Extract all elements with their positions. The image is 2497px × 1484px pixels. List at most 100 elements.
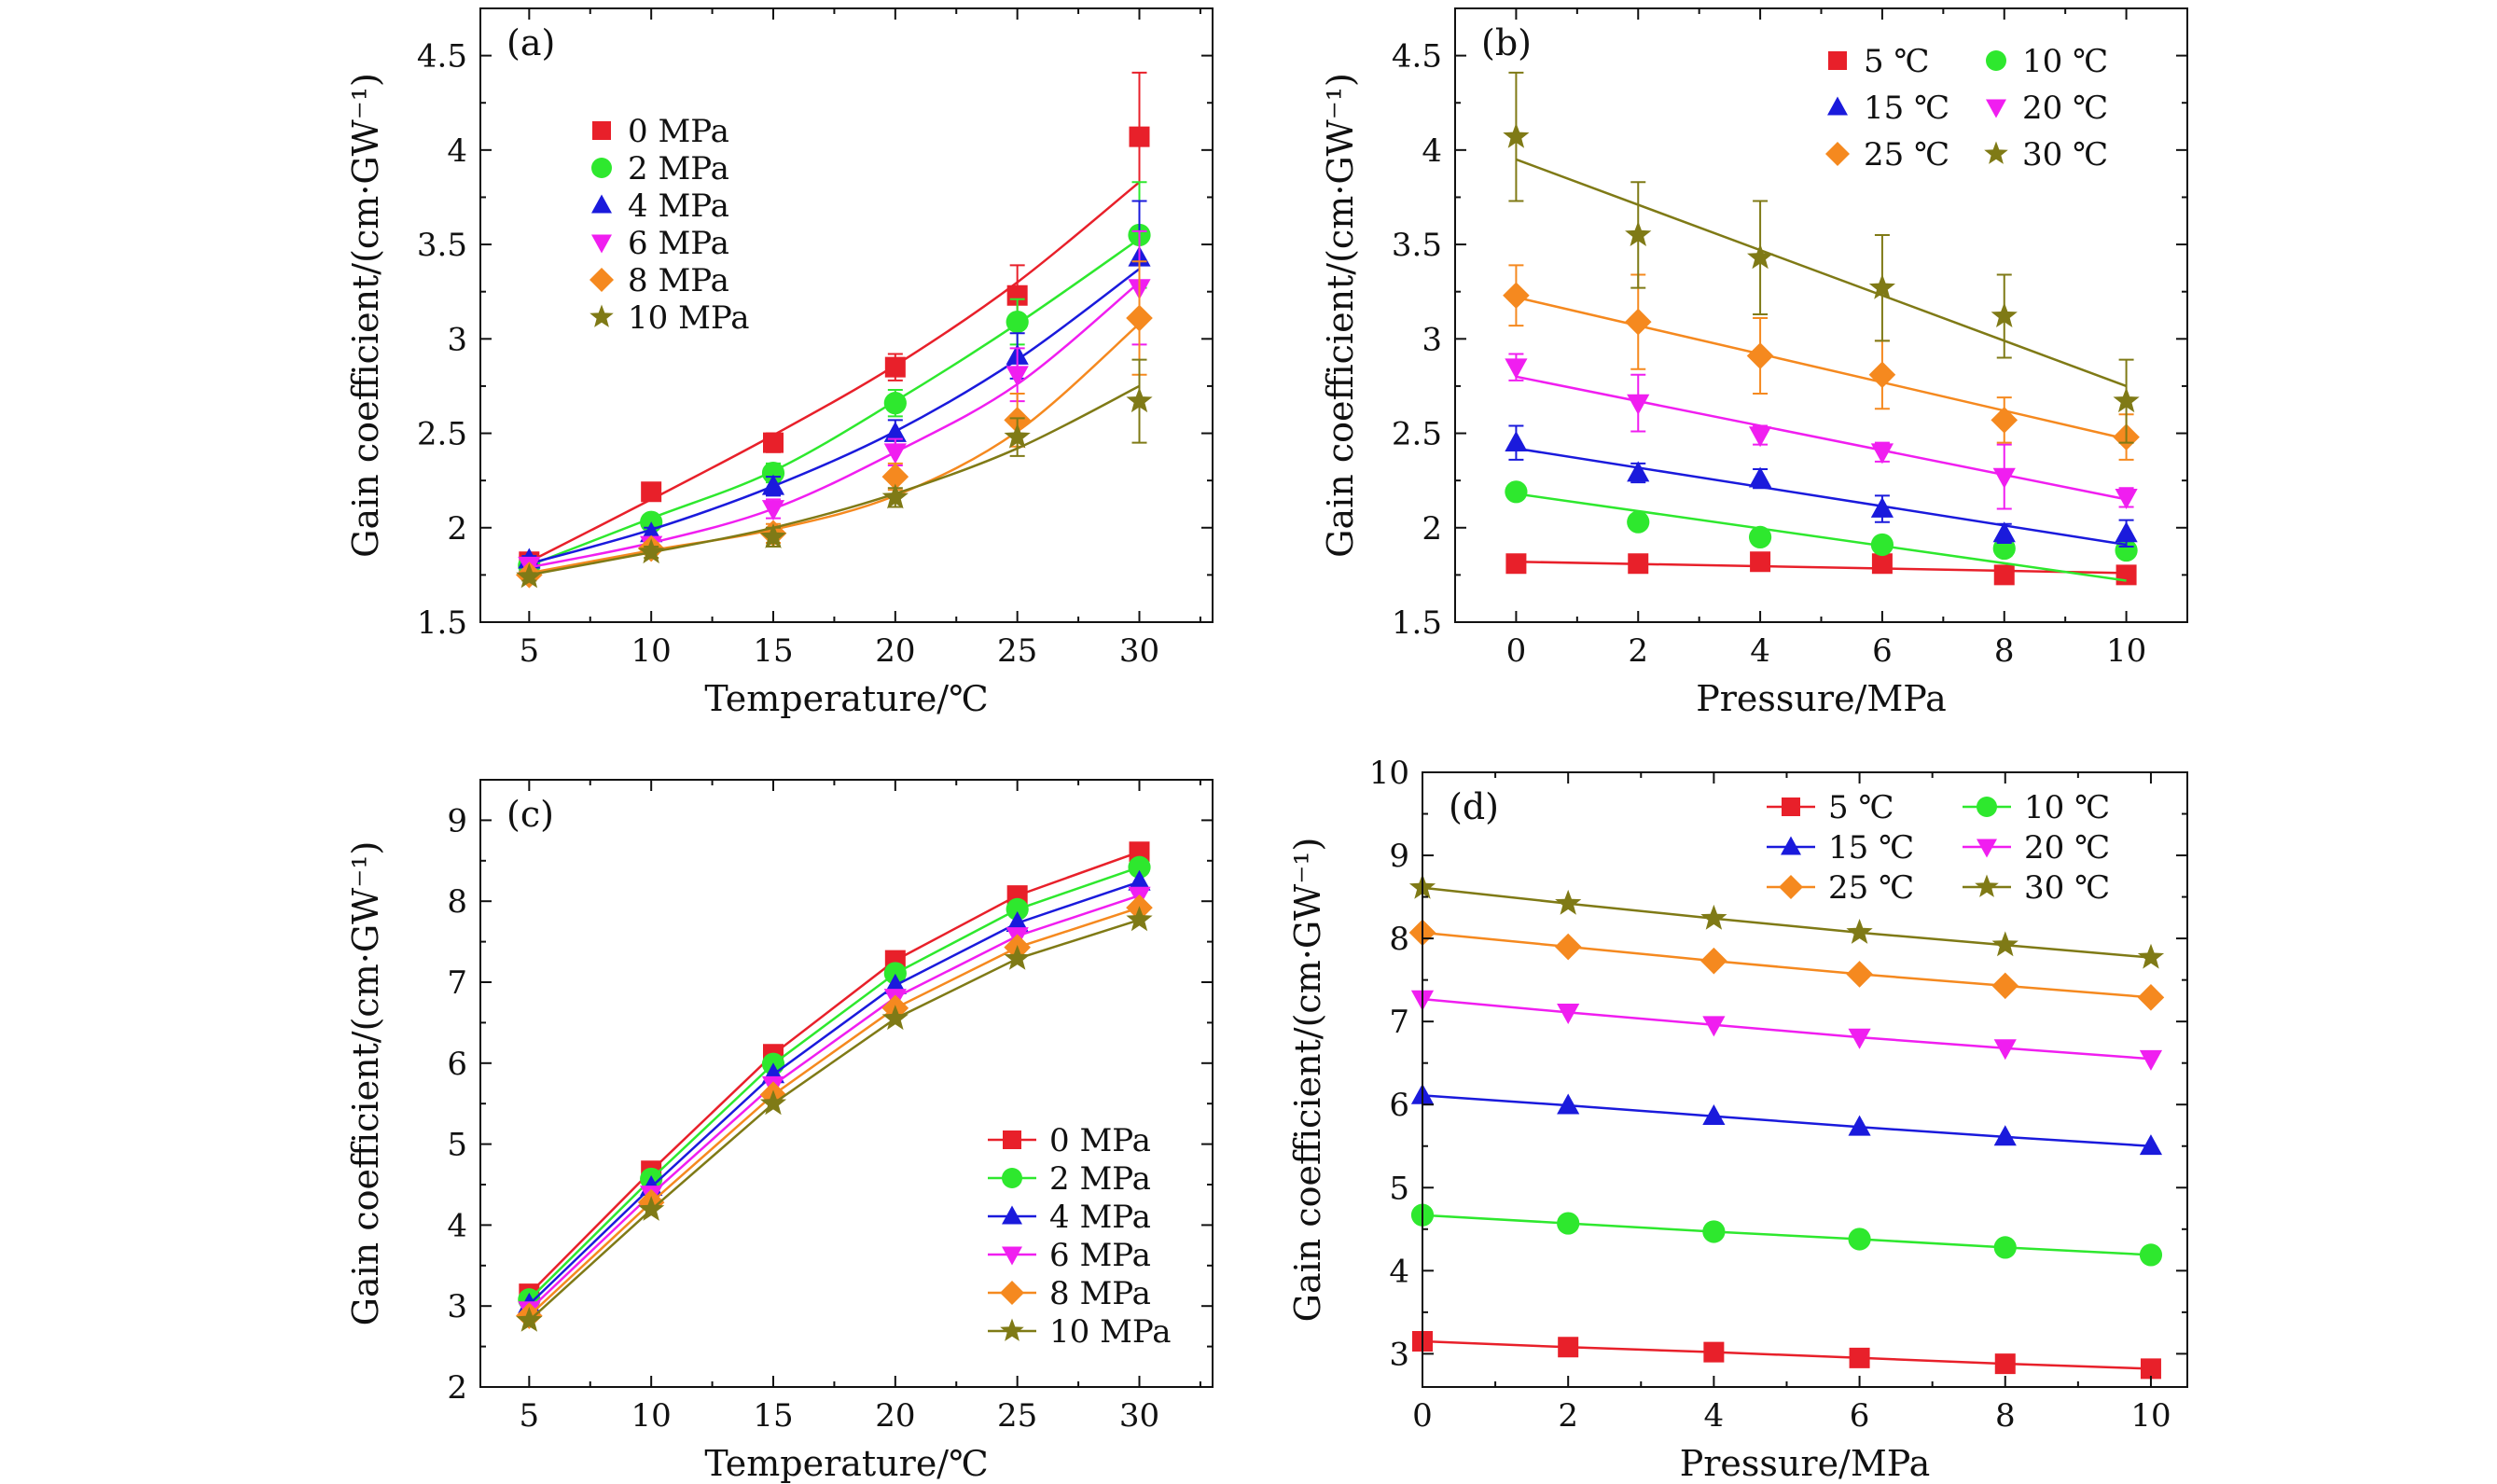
legend-label: 2 MPa (628, 150, 729, 187)
series-1 (1410, 1203, 2163, 1267)
y-axis-title: Gain coefficient/(cm·GW⁻¹) (1320, 73, 1361, 558)
data-point (1129, 126, 1150, 147)
data-point (1006, 284, 1028, 306)
data-point (516, 562, 543, 589)
legend-marker (1000, 1281, 1024, 1305)
legend-marker (592, 121, 611, 140)
data-point (883, 392, 907, 415)
legend-entry-3: 20 ℃ (1986, 90, 2108, 127)
data-point (881, 463, 909, 491)
data-point (1849, 1347, 1870, 1368)
legend-label: 30 ℃ (2022, 136, 2108, 173)
data-point (2140, 1358, 2161, 1380)
legend-entry-2: 15 ℃ (1767, 829, 1914, 867)
legend-label: 5 ℃ (1828, 789, 1894, 826)
data-point (2113, 387, 2140, 413)
x-tick-label: 10 (631, 632, 672, 670)
y-tick-label: 3 (1422, 321, 1442, 358)
panel-b: 0 2 4 6 8 10 1.5 2 2.5 3 3.5 4 4.5 Pressure/MPa Gain c… (1320, 7, 2188, 719)
series-line (528, 894, 1140, 1311)
y-tick-label: 9 (447, 802, 467, 839)
data-point (1993, 564, 2015, 586)
panel-label: (a) (506, 22, 555, 63)
data-point (1004, 423, 1031, 449)
x-tick-label: 25 (997, 632, 1037, 670)
data-point (1991, 302, 2018, 327)
legend-label: 8 MPa (628, 262, 729, 299)
y-tick-label: 3 (1389, 1336, 1409, 1373)
data-point (1128, 855, 1151, 879)
data-point (1126, 387, 1153, 413)
y-tick-label: 5 (447, 1127, 467, 1164)
data-point (1991, 407, 2018, 434)
series-2 (1505, 424, 2138, 548)
plot-frame (479, 7, 1214, 623)
x-tick-label: 30 (1119, 1397, 1159, 1435)
legend-marker (1002, 1246, 1022, 1266)
fit-curve (528, 181, 1141, 563)
x-tick-label: 15 (753, 632, 793, 670)
y-tick-label: 2.5 (417, 416, 467, 453)
data-point (2116, 564, 2137, 586)
legend-entry-2: 4 MPa (591, 187, 729, 225)
legend-label: 5 ℃ (1864, 43, 1929, 80)
legend-label: 10 MPa (1049, 1313, 1172, 1351)
panel-a: 5 10 15 20 25 30 1.5 2 2.5 3 3.5 4 4.5 Temperature/℃ G… (345, 7, 1214, 719)
x-tick-label: 2 (1558, 1397, 1578, 1435)
series-5 (1503, 71, 2140, 444)
x-tick-label: 8 (1994, 632, 2015, 670)
data-point (1846, 919, 1873, 944)
legend-label: 10 ℃ (2022, 43, 2108, 80)
legend-marker (1825, 142, 1850, 166)
data-point (1993, 1039, 2017, 1061)
legend-label: 4 MPa (628, 187, 729, 225)
data-point (1558, 1337, 1579, 1358)
data-point (883, 962, 907, 985)
data-point (1702, 1220, 1726, 1243)
series-line (1422, 931, 2152, 999)
x-tick-label: 6 (1850, 1397, 1870, 1435)
data-point (1871, 553, 1893, 575)
data-point (1747, 243, 1774, 270)
x-axis-title: Pressure/MPa (1680, 1443, 1931, 1484)
legend-entry-2: 4 MPa (988, 1199, 1151, 1236)
legend-entry-0: 0 MPa (988, 1122, 1151, 1159)
plot-frame (1422, 771, 2188, 1388)
data-point (1702, 1104, 1726, 1126)
legend-entry-4: 8 MPa (590, 262, 729, 299)
data-point (763, 432, 784, 453)
y-tick-label: 2 (447, 510, 467, 548)
data-point (1505, 553, 1527, 575)
series-0 (1412, 1331, 2161, 1380)
series-line (528, 866, 1140, 1301)
legend-entry-2: 15 ℃ (1827, 90, 1949, 127)
series-0 (519, 71, 1150, 573)
data-point (1870, 443, 1894, 465)
legend-marker (1003, 1130, 1021, 1149)
x-tick-label: 10 (2130, 1397, 2171, 1435)
data-point (1991, 972, 2019, 1000)
legend-label: 20 ℃ (2022, 90, 2108, 127)
data-point (1748, 466, 1772, 488)
axes: 5 10 15 20 25 30 2 3 4 5 6 7 8 9 (447, 780, 1213, 1435)
legend-label: 0 MPa (628, 113, 729, 150)
x-tick-label: 0 (1506, 632, 1527, 670)
legend-marker (1986, 50, 2006, 71)
legend-marker (590, 268, 614, 292)
panel-label: (c) (506, 794, 554, 835)
data-point (881, 1005, 909, 1031)
y-tick-label: 8 (1389, 921, 1409, 958)
y-tick-label: 6 (1389, 1087, 1409, 1124)
legend-label: 6 MPa (628, 225, 729, 262)
y-tick-label: 10 (1369, 755, 1409, 792)
axes: 0 2 4 6 8 10 3 4 5 6 7 8 9 10 (1369, 755, 2187, 1435)
y-tick-label: 4.5 (417, 38, 467, 76)
x-tick-label: 4 (1704, 1397, 1725, 1435)
series-3 (1410, 990, 2163, 1071)
series-5 (516, 906, 1153, 1332)
series-3 (1505, 353, 2138, 510)
data-point (1848, 1227, 1871, 1251)
data-point (1870, 533, 1894, 557)
x-axis-title: Pressure/MPa (1696, 678, 1947, 719)
